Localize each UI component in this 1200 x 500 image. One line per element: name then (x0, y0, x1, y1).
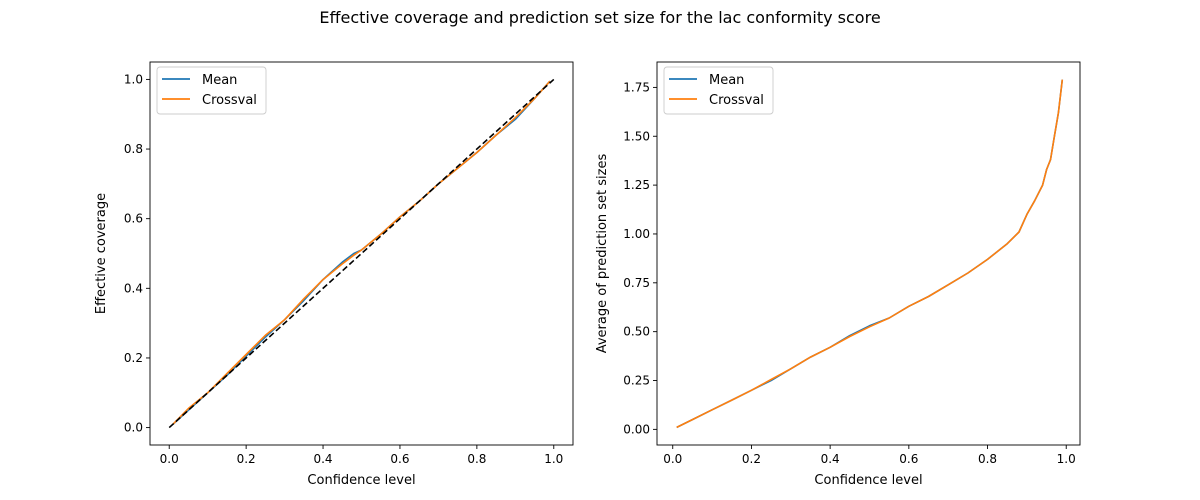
x-tick-label: 0.8 (467, 452, 486, 466)
axes-frame (149, 61, 574, 446)
y-tick-label: 1.50 (623, 129, 650, 143)
y-tick-label: 0.0 (124, 421, 143, 435)
x-tick-label: 0.6 (899, 452, 918, 466)
x-tick-label: 0.8 (978, 452, 997, 466)
series-line-crossval (172, 80, 551, 425)
y-tick-label: 0.25 (623, 374, 650, 388)
legend-label-mean: Mean (709, 73, 744, 88)
legend-label-mean: Mean (202, 73, 237, 88)
y-tick-label: 0.75 (623, 276, 650, 290)
x-tick-label: 1.0 (1057, 452, 1076, 466)
y-tick-label: 1.0 (124, 72, 143, 86)
y-tick-label: 0.00 (623, 422, 650, 436)
y-tick-label: 0.4 (124, 281, 143, 295)
x-tick-label: 0.0 (663, 452, 682, 466)
x-tick-label: 0.2 (742, 452, 761, 466)
y-tick-label: 0.8 (124, 142, 143, 156)
series-line-crossval (676, 79, 1064, 429)
y-tick-label: 1.25 (623, 178, 650, 192)
y-axis-label: Average of prediction set sizes (595, 154, 610, 354)
x-tick-label: 0.2 (237, 452, 256, 466)
legend: Mean Crossval (663, 66, 774, 115)
series-line-mean (676, 79, 1064, 429)
y-tick-label: 1.00 (623, 227, 650, 241)
x-axis-label: Confidence level (814, 473, 922, 488)
legend: Mean Crossval (156, 66, 267, 115)
y-axis-label: Effective coverage (94, 193, 109, 314)
reference-diagonal-line (168, 78, 555, 429)
axes-frame (656, 61, 1081, 446)
y-tick-label: 0.2 (124, 351, 143, 365)
x-tick-label: 0.6 (390, 452, 409, 466)
x-tick-label: 0.0 (160, 452, 179, 466)
x-axis-label: Confidence level (307, 473, 415, 488)
legend-label-crossval: Crossval (202, 93, 257, 108)
x-tick-label: 0.4 (821, 452, 840, 466)
y-tick-label: 1.75 (623, 80, 650, 94)
x-tick-label: 1.0 (544, 452, 563, 466)
x-tick-label: 0.4 (313, 452, 332, 466)
y-tick-label: 0.6 (124, 212, 143, 226)
axes-1: 0.0 0.2 0.4 0.6 0.8 1.0 0.0 0.2 0.4 0.6 0.8 1.0 Conf… (94, 61, 574, 488)
y-tick-label: 0.50 (623, 325, 650, 339)
legend-label-crossval: Crossval (709, 93, 764, 108)
axes-2: 0.0 0.2 0.4 0.6 0.8 1.0 0.00 0.25 0.50 0.75 1.00 1.… (595, 61, 1081, 488)
figure-title: Effective coverage and prediction set si… (319, 8, 881, 27)
